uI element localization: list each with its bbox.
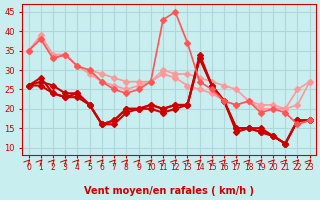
X-axis label: Vent moyen/en rafales ( km/h ): Vent moyen/en rafales ( km/h ) bbox=[84, 186, 254, 196]
